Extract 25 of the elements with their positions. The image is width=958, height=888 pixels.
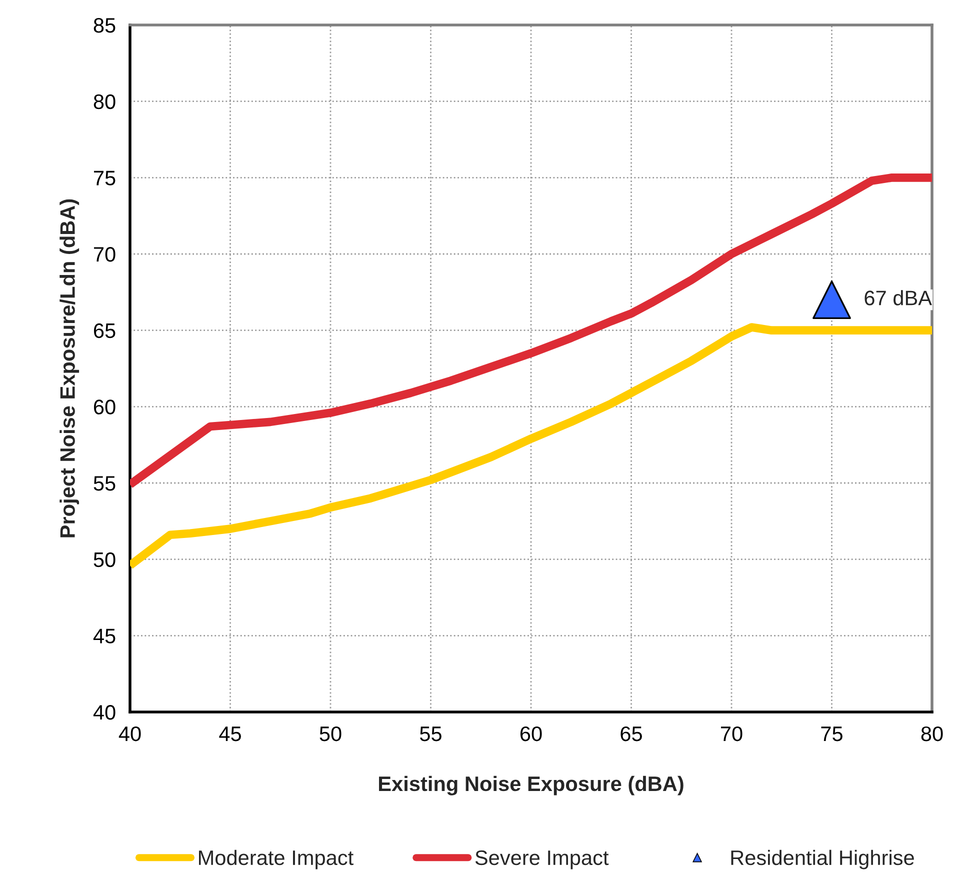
- x-tick-label: 75: [821, 726, 842, 742]
- x-tick-label: 45: [219, 726, 241, 742]
- x-tick-label: 65: [620, 726, 642, 742]
- x-tick-label: 70: [720, 726, 742, 742]
- y-tick-label: 50: [94, 552, 116, 568]
- y-tick-label: 40: [93, 705, 116, 720]
- legend-label: Residential Highrise: [731, 850, 914, 870]
- y-tick-label: 80: [94, 94, 116, 110]
- x-tick-label: 55: [420, 726, 442, 742]
- y-tick-label: 55: [94, 476, 116, 491]
- y-tick-label: 70: [94, 247, 116, 262]
- y-tick-label: 85: [94, 18, 116, 33]
- y-tick-label: 45: [93, 628, 116, 644]
- y-axis-title: Project Noise Exposure/Ldn (dBA): [60, 199, 80, 538]
- x-tick-label: 50: [320, 726, 342, 742]
- y-tick-label: 75: [94, 170, 116, 186]
- legend-label: Moderate Impact: [199, 850, 354, 870]
- x-axis-title: Existing Noise Exposure (dBA): [379, 776, 684, 796]
- annotation: 67 dBA: [864, 290, 932, 306]
- legend-label: Severe Impact: [475, 850, 609, 870]
- x-tick-label: 80: [921, 726, 943, 742]
- x-tick-label: 60: [520, 726, 542, 742]
- y-tick-label: 65: [94, 323, 116, 338]
- x-tick-label: 40: [118, 726, 141, 742]
- y-tick-label: 60: [94, 400, 116, 414]
